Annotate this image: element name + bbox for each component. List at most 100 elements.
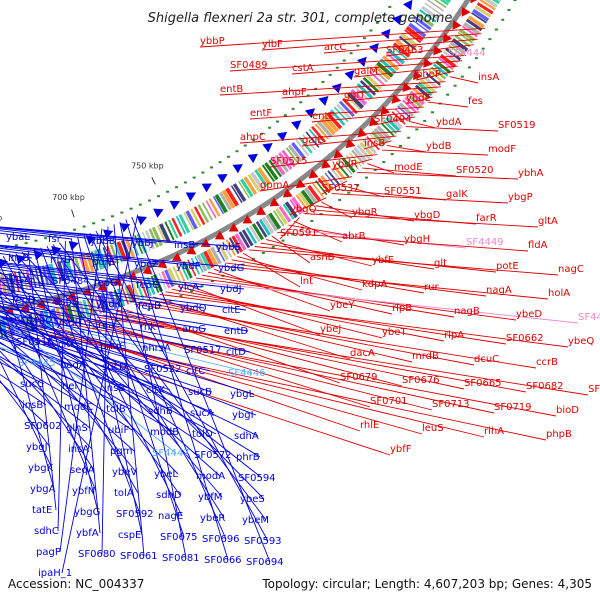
- gene-leader: [405, 126, 499, 132]
- gene-leader: [405, 96, 433, 105]
- gene-leader: [0, 261, 245, 290]
- inner-feature-block: [387, 48, 405, 65]
- gene-label: sdhD: [156, 490, 182, 501]
- forward-arrow: [308, 169, 319, 179]
- gc-dot: [227, 155, 231, 158]
- outer-feature-block: [430, 66, 447, 80]
- reverse-arrow: [262, 142, 273, 153]
- gene-leader: [231, 259, 425, 294]
- gc-dot: [291, 107, 295, 110]
- gene-label: SF0682: [526, 381, 564, 392]
- outer-feature-block: [146, 277, 156, 295]
- inner-feature-block: [167, 219, 179, 239]
- gc-dot: [347, 191, 351, 194]
- gene-label: SF4444: [448, 48, 486, 59]
- gene-leader: [0, 341, 133, 431]
- gene-label: ybdJ: [220, 284, 242, 295]
- tick-label: 750 kbp: [131, 161, 164, 170]
- outer-feature-block: [472, 8, 490, 22]
- gc-dot: [103, 323, 107, 326]
- reverse-gene-labels: ybaL fsr ybbB ybbJ insB ybbS insB nfrB purE ybcZ y…: [6, 232, 284, 579]
- inner-feature-block: [61, 259, 71, 281]
- gene-leader: [271, 235, 311, 264]
- outer-feature-block: [206, 248, 219, 267]
- gc-dot: [73, 228, 77, 231]
- gene-leader: [51, 329, 423, 435]
- gene-leader: [336, 189, 447, 201]
- outer-feature-block: [491, 0, 501, 5]
- gene-leader: [291, 60, 462, 75]
- outer-feature-block: [457, 31, 474, 44]
- gene-leader: [385, 44, 474, 57]
- gc-dot: [179, 295, 183, 298]
- inner-feature-block: [148, 228, 160, 248]
- gene-leader: [101, 226, 109, 555]
- gene-label: SF0679: [340, 372, 378, 383]
- gene-label: seqA: [70, 465, 95, 476]
- gene-label: fes: [468, 96, 483, 107]
- gene-leader: [315, 205, 415, 222]
- gene-leader: [331, 158, 373, 171]
- gene-label: ybeM: [242, 515, 269, 526]
- outer-feature-block: [295, 194, 308, 211]
- gene-leader: [282, 228, 467, 249]
- outer-feature-block: [439, 53, 457, 68]
- gene-label: nagC: [558, 264, 584, 275]
- gene-leader: [0, 266, 119, 284]
- gc-dot: [190, 290, 194, 293]
- gene-label: ybdB: [426, 141, 452, 152]
- reverse-arrow: [344, 70, 355, 81]
- inner-feature-block: [421, 5, 440, 21]
- gene-label: sucD: [102, 362, 127, 373]
- gene-label: ybdR: [332, 159, 358, 170]
- gc-dot: [299, 101, 303, 104]
- gene-label: insB: [22, 400, 43, 411]
- outer-feature-block: [258, 218, 271, 236]
- gene-label: lnt: [300, 276, 313, 287]
- gene-leader: [321, 180, 348, 195]
- gene-label: modF: [488, 144, 516, 155]
- gene-label: ybfE: [372, 255, 394, 266]
- gc-dot: [415, 128, 419, 131]
- outer-feature-block: [499, 0, 501, 1]
- gene-label: SF0719: [494, 402, 532, 413]
- outer-feature-block: [105, 292, 114, 311]
- gene-label: modA: [196, 471, 225, 482]
- gc-dot: [44, 237, 48, 240]
- inner-feature-block: [354, 85, 371, 102]
- outer-feature-block: [467, 15, 485, 29]
- gene-leader: [95, 230, 269, 542]
- gc-dot: [268, 126, 272, 129]
- gene-label: purE: [92, 257, 115, 268]
- gene-label: ybeQ: [568, 336, 594, 347]
- gc-dot: [338, 198, 342, 201]
- gene-label: rur: [424, 282, 439, 293]
- gc-dot: [319, 213, 323, 216]
- gene-leader: [61, 214, 139, 574]
- gc-dot: [241, 263, 245, 266]
- gene-label: ybgQ: [290, 204, 317, 215]
- gene-label: gpmA: [260, 180, 289, 191]
- gene-label: ybeS: [240, 494, 265, 505]
- gene-leader: [0, 291, 55, 490]
- gene-label: dacA: [350, 348, 375, 359]
- gene-leader: [27, 250, 57, 511]
- inner-feature-block: [408, 22, 427, 38]
- outer-feature-block: [382, 119, 398, 135]
- inner-feature-block: [120, 239, 132, 260]
- gene-label: ybgJ: [26, 442, 48, 453]
- inner-feature-block: [342, 97, 358, 115]
- gene-leader: [265, 239, 373, 267]
- gene-leader: [0, 271, 263, 479]
- gene-label: ybbJ: [132, 238, 154, 249]
- gene-label: ybdQ: [180, 303, 207, 314]
- outer-feature-block: [121, 287, 129, 305]
- gc-dot: [251, 138, 255, 141]
- gene-leader: [0, 310, 167, 349]
- gc-dot: [291, 233, 295, 236]
- gene-leader: [0, 373, 47, 406]
- reverse-arrow: [85, 235, 97, 245]
- inner-feature-block: [395, 39, 414, 55]
- inner-feature-block: [287, 144, 303, 163]
